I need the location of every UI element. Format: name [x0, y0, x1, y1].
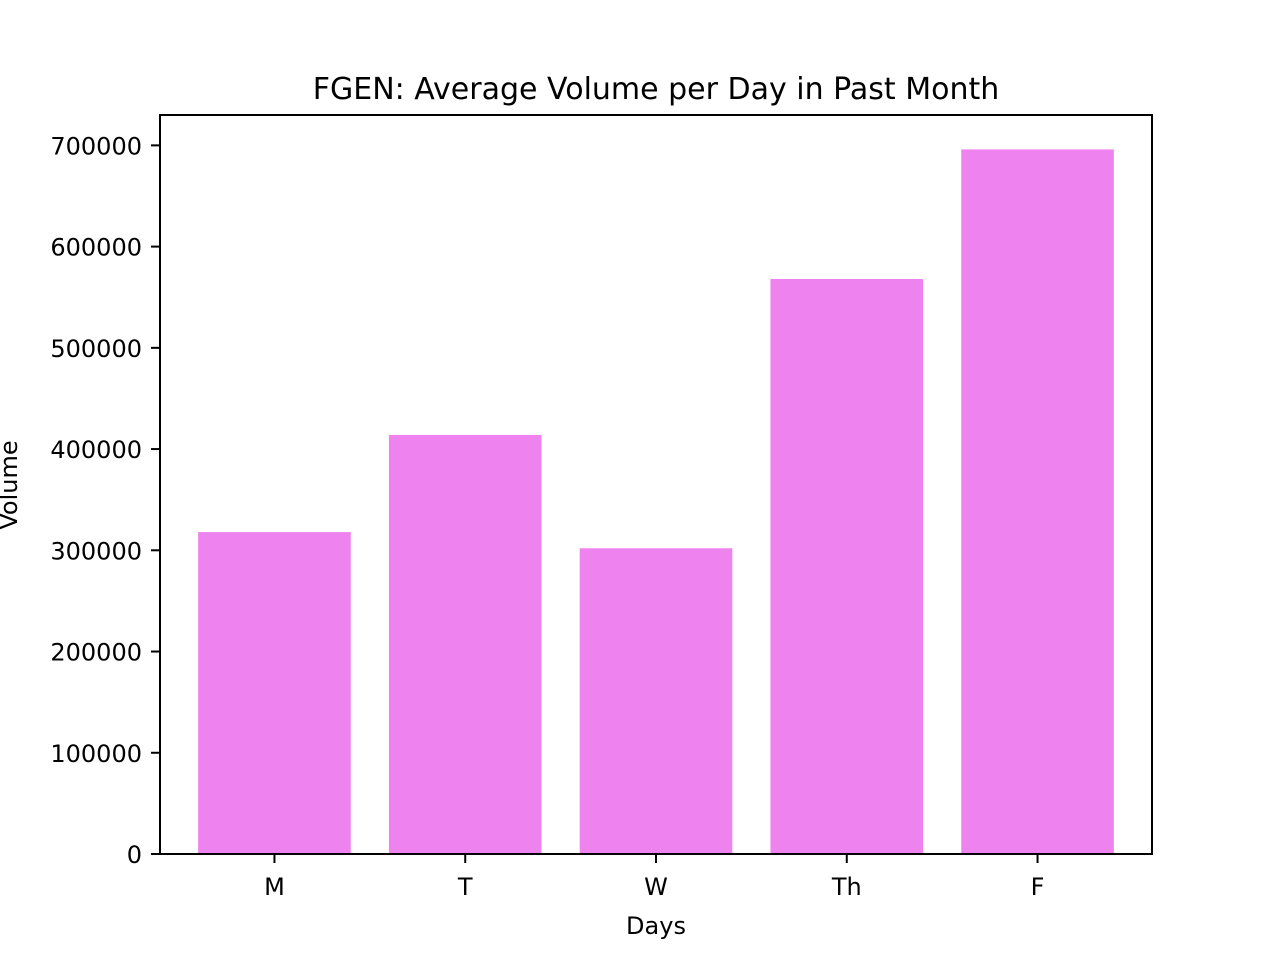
bars-group: [198, 149, 1114, 855]
y-tick-label: 100000: [50, 740, 142, 768]
bar-th: [770, 279, 924, 854]
plot-area-frame: [159, 114, 1153, 855]
x-tick-label: F: [1031, 873, 1045, 901]
y-tick-label: 700000: [50, 132, 142, 160]
x-tick-label: T: [457, 873, 473, 901]
x-tick-label: W: [644, 873, 668, 901]
x-tick-label: Th: [831, 873, 862, 901]
x-axis-ticks: M T W Th F: [264, 854, 1044, 901]
y-tick-label: 600000: [50, 234, 142, 262]
y-axis-ticks: 0 100000 200000 300000 400000 500000 600000 700…: [50, 132, 160, 869]
bar-f: [961, 149, 1114, 855]
y-tick-label: 0: [127, 841, 142, 869]
x-tick-label: M: [264, 873, 285, 901]
y-tick-label: 300000: [50, 537, 142, 565]
y-axis-label: Volume: [0, 440, 23, 529]
bar-w: [579, 548, 733, 854]
x-axis-label: Days: [626, 912, 686, 940]
chart-title: FGEN: Average Volume per Day in Past Mon…: [313, 72, 1000, 107]
y-tick-label: 400000: [50, 436, 142, 464]
bar-m: [198, 532, 351, 854]
y-tick-label: 200000: [50, 639, 142, 667]
bar-t: [388, 434, 542, 854]
y-tick-label: 500000: [50, 335, 142, 363]
